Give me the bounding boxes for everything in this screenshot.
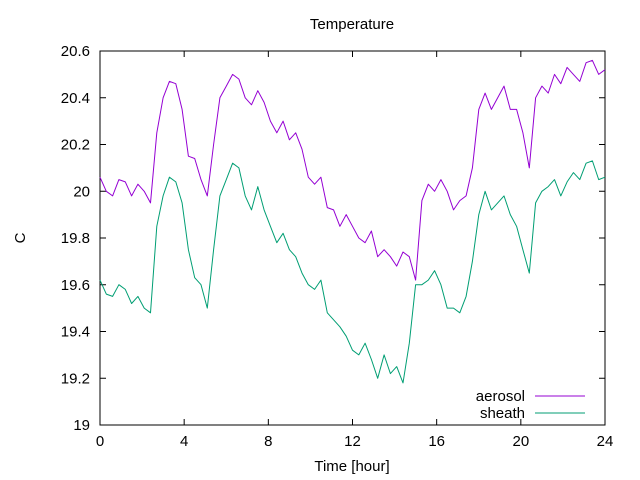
x-tick-label: 20 <box>512 433 529 450</box>
x-tick-label: 4 <box>180 433 188 450</box>
x-axis-label: Time [hour] <box>314 458 389 475</box>
y-tick-label: 20.2 <box>61 137 90 154</box>
y-tick-label: 19.2 <box>61 370 90 387</box>
y-tick-label: 19.8 <box>61 230 90 247</box>
series-line-aerosol <box>99 59 606 281</box>
y-axis-label: C <box>12 232 29 243</box>
y-tick-label: 19.6 <box>61 277 90 294</box>
plot-border <box>99 50 606 426</box>
x-tick-label: 0 <box>96 433 104 450</box>
legend: aerosol sheath <box>476 388 585 422</box>
chart-title: Temperature <box>310 16 394 33</box>
x-tick-label: 16 <box>428 433 445 450</box>
legend-label-sheath: sheath <box>480 405 525 422</box>
y-tick-label: 19 <box>73 417 90 434</box>
y-tick-label: 19.4 <box>61 324 90 341</box>
data-series <box>99 59 606 384</box>
series-line-sheath <box>99 160 606 384</box>
legend-label-aerosol: aerosol <box>476 388 525 405</box>
y-tick-label: 20.4 <box>61 90 90 107</box>
x-tick-label: 12 <box>344 433 361 450</box>
x-tick-label: 8 <box>264 433 272 450</box>
y-tick-label: 20.6 <box>61 43 90 60</box>
x-tick-label: 24 <box>597 433 614 450</box>
y-tick-label: 20 <box>73 183 90 200</box>
axis-ticks: 0 4 8 12 16 20 24 19 19.2 19.4 19.6 19.8 20 20.2 20.4 2… <box>61 43 614 450</box>
